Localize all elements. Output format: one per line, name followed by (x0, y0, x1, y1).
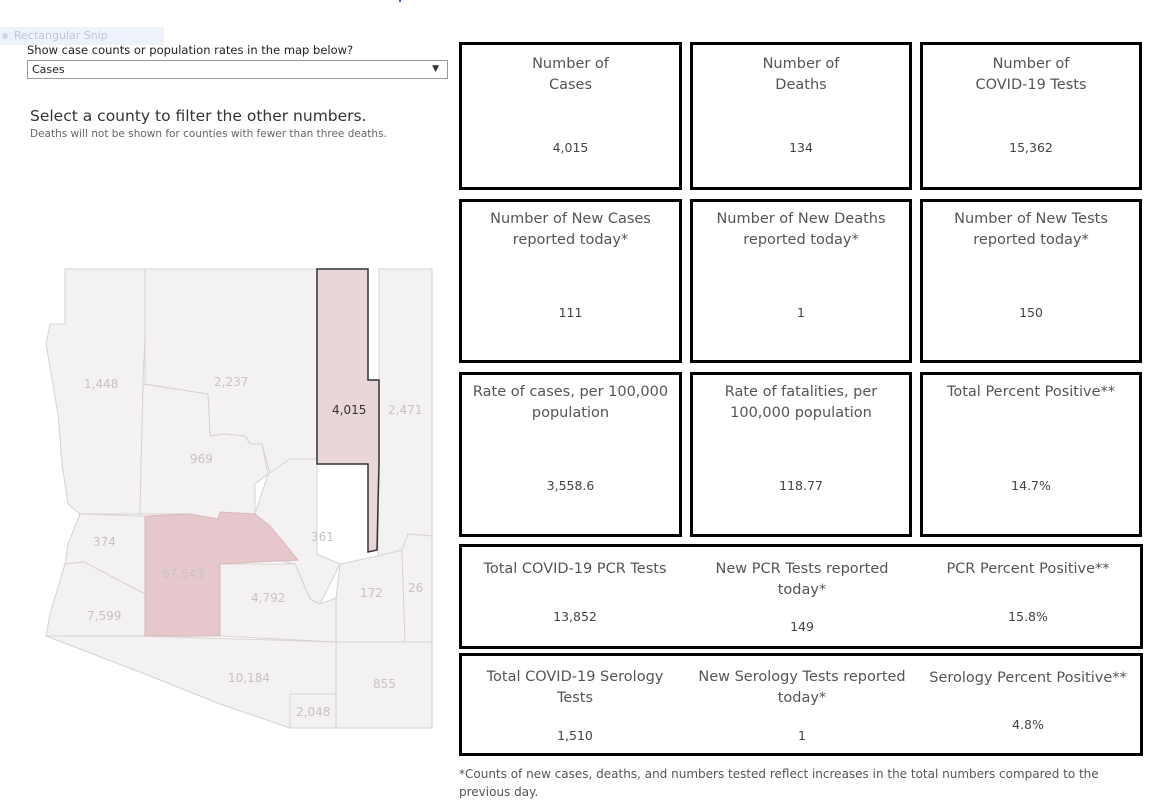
map-label-santa-cruz: 2,048 (296, 705, 330, 719)
instruction-heading: Select a county to filter the other numb… (30, 107, 367, 125)
map-label-navajo: 4,015 (332, 403, 366, 417)
card-new-tests-today: Number of New Tests reported today* 150 (920, 199, 1142, 363)
card-title-line2: COVID-19 Tests (975, 77, 1087, 93)
card-title-line2: reported today* (973, 232, 1089, 248)
card-title-line1: Number of (762, 56, 840, 72)
snip-tool-tag: Rectangular Snip (0, 27, 164, 45)
card-rate-of-fatalities: Rate of fatalities, per 100,000 populati… (690, 372, 912, 537)
card-title-line2: population (531, 405, 610, 421)
map-label-maricopa: 67,543 (162, 567, 204, 581)
snip-tag-label: Rectangular Snip (14, 29, 108, 42)
metric-value: 149 (790, 619, 814, 634)
map-label-pinal: 4,792 (251, 591, 285, 605)
filter-question-label: Show case counts or population rates in … (27, 43, 354, 57)
card-new-deaths-today: Number of New Deaths reported today* 1 (690, 199, 912, 363)
metric-title-line1: New Serology Tests reported (698, 669, 906, 685)
card-title-line1: Rate of fatalities, per (724, 384, 878, 400)
pcr-new-tests: New PCR Tests reported today* 149 (688, 547, 916, 646)
map-label-graham: 172 (360, 586, 383, 600)
footnote: *Counts of new cases, deaths, and number… (459, 767, 1099, 799)
cursor-dot (399, 0, 401, 2)
metric-title-line1: Total COVID-19 Serology (486, 669, 664, 685)
pcr-tests-panel: Total COVID-19 PCR Tests 13,852 New PCR … (459, 544, 1143, 649)
county-navajo-selected[interactable] (316, 268, 380, 553)
metric-value: 15.8% (1008, 609, 1048, 624)
serology-percent-positive: Serology Percent Positive** 4.8% (916, 656, 1140, 753)
card-value: 1 (797, 305, 805, 320)
metric-value: 4.8% (1012, 717, 1044, 732)
card-number-of-tests: Number of COVID-19 Tests 15,362 (920, 42, 1142, 190)
serology-new-tests: New Serology Tests reported today* 1 (688, 656, 916, 753)
card-title-line1: Number of New Deaths (716, 211, 886, 227)
map-label-yavapai: 969 (190, 452, 213, 466)
metric-value: 13,852 (553, 609, 597, 624)
county-maricopa[interactable] (144, 511, 300, 637)
metric-title-line2: today* (777, 582, 827, 598)
map-label-gila: 361 (311, 530, 334, 544)
metric-title-line2: today* (777, 690, 827, 706)
metric-title: Serology Percent Positive** (929, 670, 1127, 686)
county-pinal[interactable] (219, 563, 337, 643)
county-greenlee[interactable] (401, 533, 433, 643)
map-label-greenlee: 26 (408, 581, 423, 595)
card-value: 111 (558, 305, 583, 320)
snip-dot-icon (2, 32, 8, 39)
pcr-total-tests: Total COVID-19 PCR Tests 13,852 (462, 547, 688, 646)
card-title-line2: Cases (548, 77, 593, 93)
county-mohave[interactable] (45, 268, 146, 515)
card-value: 134 (789, 140, 813, 155)
map-metric-dropdown[interactable]: Cases ▼ (27, 60, 448, 79)
card-value: 4,015 (552, 140, 589, 155)
card-value: 150 (1019, 305, 1043, 320)
metric-title: PCR Percent Positive** (946, 561, 1110, 577)
card-new-cases-today: Number of New Cases reported today* 111 (459, 199, 682, 363)
card-title-line1: Rate of cases, per 100,000 (472, 384, 669, 400)
metric-title-line2: Tests (556, 690, 594, 706)
county-cochise[interactable] (335, 641, 433, 729)
metric-title-line1: New PCR Tests reported (715, 561, 889, 577)
map-label-coconino: 2,237 (214, 375, 248, 389)
serology-tests-panel: Total COVID-19 Serology Tests 1,510 New … (459, 653, 1143, 756)
map-label-la-paz: 374 (93, 535, 116, 549)
metric-value: 1,510 (557, 728, 593, 743)
map-label-pima: 10,184 (228, 671, 270, 685)
card-title-line1: Total Percent Positive** (946, 384, 1116, 400)
card-title-line2: Deaths (775, 77, 827, 93)
card-title-line1: Number of New Cases (490, 211, 651, 227)
map-label-apache: 2,471 (388, 403, 422, 417)
card-value: 118.77 (779, 478, 823, 493)
card-value: 14.7% (1011, 478, 1051, 493)
instruction-note: Deaths will not be shown for counties wi… (30, 128, 387, 140)
map-label-yuma: 7,599 (87, 609, 121, 623)
card-value: 15,362 (1009, 140, 1053, 155)
card-value: 3,558.6 (546, 478, 595, 493)
serology-total-tests: Total COVID-19 Serology Tests 1,510 (462, 656, 688, 753)
map-metric-selected: Cases (32, 63, 65, 76)
county-map[interactable]: 1,448 2,237 4,015 2,471 969 374 67,543 3… (40, 264, 440, 734)
card-rate-of-cases: Rate of cases, per 100,000 population 3,… (459, 372, 682, 537)
card-title-line1: Number of (992, 56, 1070, 72)
metric-title: Total COVID-19 PCR Tests (483, 561, 667, 577)
card-title-line1: Number of New Tests (954, 211, 1108, 227)
card-number-of-deaths: Number of Deaths 134 (690, 42, 912, 190)
card-title-line2: 100,000 population (730, 405, 872, 421)
card-title-line2: reported today* (512, 232, 629, 248)
map-label-cochise: 855 (373, 677, 396, 691)
metric-value: 1 (798, 728, 806, 743)
chevron-down-icon[interactable]: ▼ (432, 64, 439, 74)
card-title-line2: reported today* (743, 232, 859, 248)
card-total-percent-positive: Total Percent Positive** 14.7% (920, 372, 1142, 537)
pcr-percent-positive: PCR Percent Positive** 15.8% (916, 547, 1140, 646)
map-label-mohave: 1,448 (84, 377, 118, 391)
card-number-of-cases: Number of Cases 4,015 (459, 42, 682, 190)
card-title-line1: Number of (532, 56, 609, 72)
